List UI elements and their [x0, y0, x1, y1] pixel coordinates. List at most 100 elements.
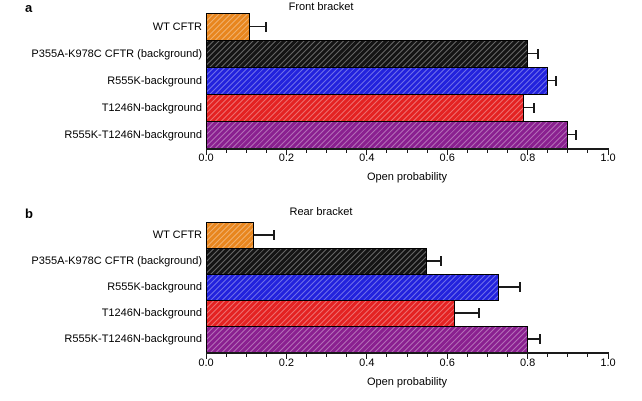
error-bar	[455, 312, 480, 314]
bar	[206, 300, 456, 327]
category-label: R555K-background	[107, 281, 202, 293]
x-axis-major-tick	[527, 353, 529, 359]
x-axis-line	[206, 148, 609, 150]
x-axis-tick-label: 1.0	[600, 357, 616, 369]
category-label: WT CFTR	[152, 229, 202, 241]
category-label: T1246N-background	[101, 307, 202, 319]
x-axis-minor-tick	[507, 149, 508, 153]
error-bar-cap	[532, 102, 535, 113]
error-bar	[250, 25, 267, 28]
x-axis-tick-label: 0.4	[359, 357, 375, 369]
x-axis-minor-tick	[587, 353, 589, 357]
x-axis-minor-tick	[507, 353, 508, 357]
x-axis-tick-label: 0.4	[359, 152, 375, 164]
x-axis-major-tick	[366, 353, 368, 359]
x-axis-minor-tick	[587, 149, 589, 153]
bar	[206, 40, 528, 68]
bar	[206, 274, 500, 301]
x-axis-line	[206, 352, 609, 354]
error-bar-cap	[538, 334, 541, 344]
x-axis-minor-tick	[225, 149, 227, 153]
panel-a-x-axis-label: Open probability	[366, 171, 448, 183]
category-label: WT CFTR	[152, 20, 202, 33]
x-axis-minor-tick	[326, 353, 328, 357]
error-bar	[523, 106, 534, 109]
x-axis-minor-tick	[567, 149, 569, 153]
x-axis-major-tick	[607, 353, 609, 359]
bar	[206, 248, 428, 275]
panel-b-letter: b	[25, 206, 33, 221]
bar	[206, 326, 528, 353]
error-bar	[527, 52, 538, 55]
x-axis-minor-tick	[426, 353, 428, 357]
x-axis-minor-tick	[406, 149, 408, 153]
bar	[206, 121, 568, 149]
panel-b-x-axis-label: Open probability	[366, 376, 448, 388]
x-axis-minor-tick	[406, 353, 408, 357]
x-axis-minor-tick	[466, 149, 468, 153]
x-axis-minor-tick	[486, 149, 488, 153]
error-bar-cap	[478, 308, 481, 318]
x-axis-minor-tick	[245, 149, 247, 153]
x-axis-tick-label: 0.8	[519, 357, 536, 369]
x-axis-tick-label: 0.0	[198, 152, 214, 164]
error-bar-cap	[440, 256, 443, 266]
x-axis-minor-tick	[346, 149, 348, 153]
x-axis-major-tick	[366, 149, 368, 155]
x-axis-minor-tick	[547, 353, 549, 357]
bar	[206, 13, 251, 41]
x-axis-minor-tick	[567, 353, 569, 357]
error-bar-cap	[554, 75, 557, 86]
bar	[206, 94, 524, 122]
x-axis-major-tick	[285, 353, 287, 359]
error-bar	[499, 286, 520, 288]
x-axis-minor-tick	[265, 353, 267, 357]
x-axis-major-tick	[446, 353, 448, 359]
bar	[206, 222, 255, 249]
category-label: R555K-T1246N-background	[64, 128, 202, 141]
category-label: T1246N-background	[101, 101, 202, 114]
panel-b-title: Rear bracket	[289, 206, 353, 218]
error-bar-cap	[518, 282, 521, 292]
x-axis-tick-label: 0.2	[278, 152, 295, 164]
category-label: R555K-background	[107, 74, 202, 87]
x-axis-minor-tick	[306, 149, 307, 153]
error-bar	[254, 234, 275, 236]
x-axis-minor-tick	[326, 149, 328, 153]
panel-a-plot: WT CFTR P355A-K978C CFTR (background) R555…	[0, 0, 642, 200]
error-bar-cap	[273, 230, 276, 240]
panel-a-letter: a	[25, 0, 33, 15]
bar	[206, 67, 548, 95]
panel-a: a Front bracket WT CFTR P355A-K978C CFTR …	[0, 0, 642, 200]
x-axis-tick-label: 1.0	[600, 152, 616, 164]
x-axis-tick-label: 0.0	[198, 357, 214, 369]
panel-a-title: Front bracket	[288, 1, 354, 13]
x-axis-minor-tick	[346, 353, 348, 357]
panel-b-plot: WT CFTR P355A-K978C CFTR (background) R555…	[0, 200, 642, 401]
x-axis-major-tick	[205, 353, 207, 359]
x-axis-tick-label: 0.6	[439, 152, 455, 164]
x-axis-minor-tick	[426, 149, 428, 153]
x-axis-minor-tick	[486, 353, 488, 357]
x-axis-major-tick	[607, 149, 609, 155]
x-axis-tick-label: 0.2	[278, 357, 295, 369]
panel-b: b Rear bracket WT CFTR P355A-K978C CFTR (…	[0, 200, 642, 401]
x-axis-major-tick	[205, 149, 207, 155]
x-axis-minor-tick	[265, 149, 267, 153]
error-bar-cap	[265, 21, 268, 32]
x-axis-major-tick	[527, 149, 529, 155]
category-label: P355A-K978C CFTR (background)	[31, 255, 202, 267]
error-bar-cap	[574, 129, 577, 140]
error-bar	[427, 260, 442, 262]
x-axis-minor-tick	[386, 149, 388, 153]
error-bar	[547, 79, 556, 82]
x-axis-minor-tick	[547, 149, 549, 153]
error-bar	[567, 133, 576, 136]
category-label: R555K-T1246N-background	[64, 333, 202, 345]
error-bar-cap	[536, 48, 539, 59]
x-axis-major-tick	[446, 149, 448, 155]
x-axis-minor-tick	[466, 353, 468, 357]
x-axis-minor-tick	[245, 353, 247, 357]
x-axis-minor-tick	[306, 353, 307, 357]
